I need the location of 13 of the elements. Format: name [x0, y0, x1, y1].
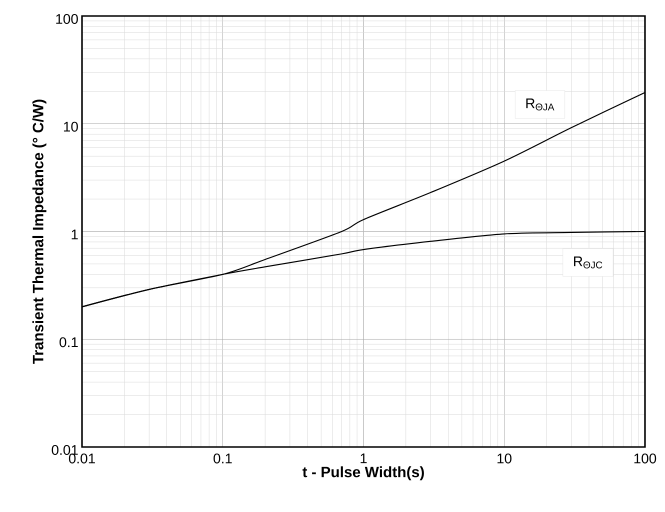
y-tick-label: 1: [72, 230, 78, 240]
y-tick-label: 0.1: [60, 337, 78, 348]
y-tick-label: 100: [56, 14, 78, 24]
x-axis-title: t - Pulse Width(s): [302, 466, 424, 480]
series-label: R$_{ΘJA}$: [526, 98, 554, 110]
series-label: R$_{ΘJC}$: [574, 256, 602, 268]
x-tick-label: 10: [498, 454, 512, 464]
y-tick-label: 0.01: [52, 445, 78, 455]
y-axis-title: Transient Thermal Impedance (° C/W): [32, 100, 46, 364]
x-tick-label: 0.1: [214, 454, 232, 464]
x-tick-label: 100: [634, 454, 656, 464]
x-tick-label: 1: [360, 454, 367, 464]
y-tick-label: 10: [64, 122, 78, 132]
